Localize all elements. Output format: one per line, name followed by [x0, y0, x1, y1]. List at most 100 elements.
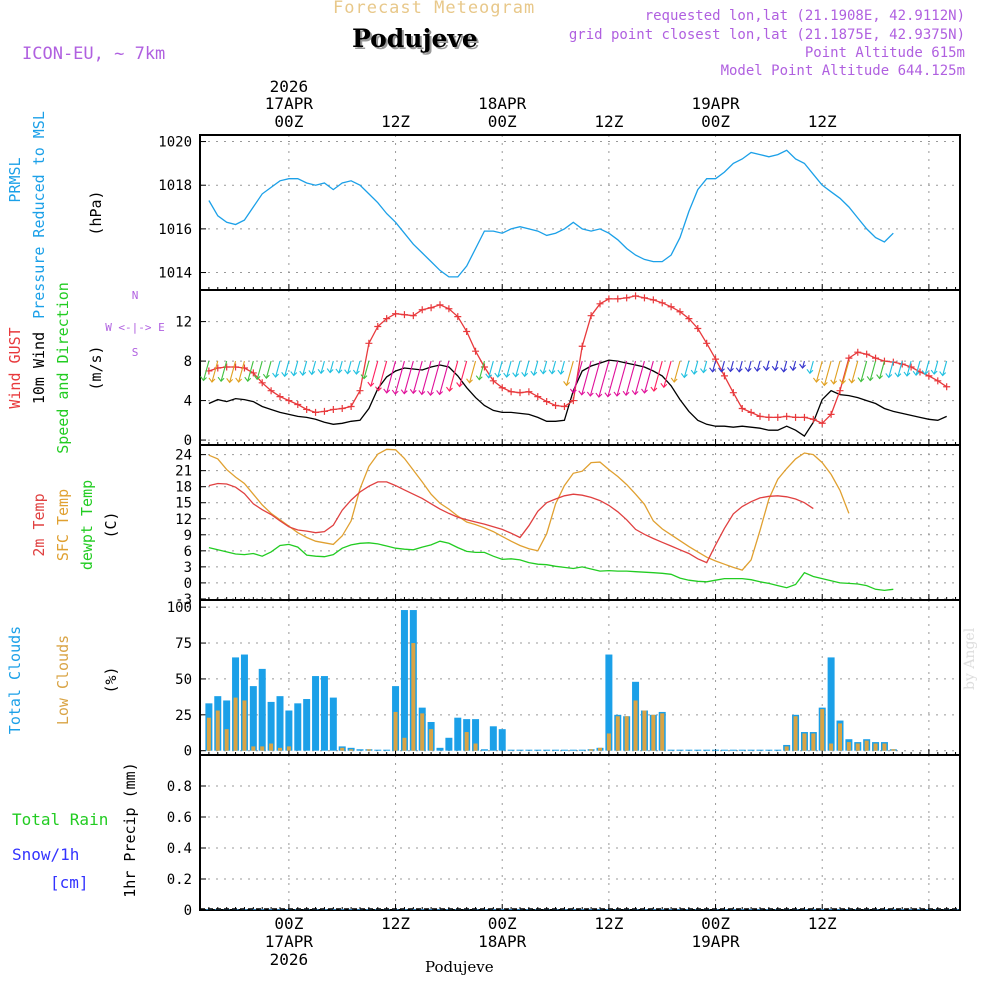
- legend-snow-unit: [cm]: [50, 873, 89, 892]
- wind-arrowhead: [578, 390, 586, 396]
- wind-arrow: [833, 360, 841, 385]
- wind-arrow: [774, 360, 779, 371]
- total-cloud-bar: [738, 749, 746, 751]
- y-tick-label: 25: [175, 708, 192, 724]
- snow-bar: [579, 909, 586, 910]
- gust-marker: [774, 413, 782, 421]
- wind-arrowhead: [848, 378, 856, 384]
- wind-arrowhead: [762, 365, 770, 372]
- low-cloud-bar: [811, 733, 816, 751]
- wind-arrowhead: [281, 371, 289, 378]
- top-time-label: 12Z: [381, 112, 410, 131]
- gust-marker: [232, 363, 240, 371]
- y-tick-label: 0: [184, 576, 192, 592]
- gust-marker: [756, 412, 764, 420]
- low-cloud-bar: [278, 747, 282, 751]
- top-time-label: 00Z: [701, 112, 730, 131]
- wind-arrow: [394, 360, 405, 395]
- clouds-ylabel-total: Total Clouds: [6, 626, 24, 734]
- low-cloud-bar: [429, 729, 434, 751]
- y-tick-label: 0: [184, 903, 192, 919]
- footer-location: Podujeve: [425, 958, 494, 976]
- wind-arrowhead: [727, 367, 734, 373]
- wind-arrowhead: [939, 371, 947, 377]
- total-cloud-bar: [578, 749, 586, 751]
- snow-bar: [748, 909, 755, 910]
- gust-marker: [818, 419, 826, 427]
- total-cloud-bar: [383, 749, 391, 751]
- temp-ylabel-2m: 2m Temp: [30, 493, 48, 556]
- snow-bar: [428, 909, 435, 910]
- low-cloud-bar: [606, 733, 611, 751]
- total-cloud-bar: [827, 657, 835, 751]
- wind-arrowhead: [475, 375, 483, 381]
- gust-marker: [632, 292, 640, 300]
- wind-arrowhead: [613, 391, 621, 397]
- total-cloud-bar: [303, 699, 311, 751]
- total-cloud-bar: [276, 696, 284, 751]
- wind-arrow: [320, 360, 325, 374]
- wind-arrow: [879, 360, 885, 379]
- wind-arrow: [439, 360, 450, 395]
- top-time-label: 00Z: [274, 112, 303, 131]
- low-cloud-bar: [829, 743, 834, 751]
- wind-arrow: [581, 360, 592, 395]
- y-tick-label: 8: [184, 354, 192, 370]
- wind-arrowhead: [876, 374, 883, 380]
- snow-bar: [490, 909, 497, 910]
- surface-temp-line: [208, 448, 850, 571]
- gust-marker: [454, 313, 462, 321]
- gust-marker: [943, 383, 951, 391]
- total-cloud-bar: [329, 697, 337, 751]
- wind-arrow: [756, 360, 761, 372]
- wind-arrow: [607, 360, 619, 397]
- gust-marker: [312, 408, 320, 416]
- wind-speed-line: [208, 359, 947, 438]
- low-cloud-bar: [864, 740, 869, 751]
- wind-arrow: [524, 360, 530, 377]
- wind-arrowhead: [317, 368, 325, 375]
- wind-arrow: [459, 360, 468, 387]
- snow-bar: [908, 909, 915, 910]
- wind-arrowhead: [262, 373, 270, 380]
- gust-marker: [596, 300, 604, 308]
- wind-arrowhead: [494, 372, 502, 378]
- gust-marker: [525, 388, 533, 396]
- gust-marker: [934, 377, 942, 385]
- pressure-panel-frame: [199, 134, 961, 291]
- wind-arrowhead: [427, 390, 434, 397]
- snow-bar: [259, 909, 266, 910]
- y-tick-label: 6: [184, 544, 192, 560]
- wind-ylabel-unit: (m/s): [87, 345, 105, 390]
- wind-ylabel-gust: Wind GUST: [6, 327, 24, 408]
- low-cloud-bar: [411, 643, 416, 751]
- wind-arrowhead: [391, 389, 399, 395]
- gust-marker: [685, 315, 693, 323]
- y-tick-label: 1014: [158, 266, 192, 282]
- wind-arrowhead: [512, 372, 520, 378]
- wind-arrowhead: [539, 369, 547, 375]
- low-cloud-bar: [206, 717, 211, 751]
- pressure-ylabel-2: Pressure Reduced to MSL: [30, 111, 48, 319]
- wind-arrow: [566, 360, 574, 386]
- gust-marker: [320, 407, 328, 415]
- pressure-ylabel-unit: (hPa): [87, 190, 105, 235]
- gust-marker: [729, 389, 737, 397]
- y-tick-label: 100: [167, 600, 192, 616]
- wind-arrow: [497, 360, 503, 378]
- total-cloud-bar: [312, 676, 320, 751]
- gust-marker: [223, 363, 231, 371]
- top-time-label: 19APR: [691, 94, 740, 113]
- total-cloud-bar: [454, 717, 462, 751]
- y-tick-label: 15: [175, 496, 192, 512]
- gust-marker: [498, 384, 506, 392]
- low-cloud-bar: [340, 747, 345, 751]
- gust-marker: [605, 295, 613, 303]
- wind-arrow: [572, 360, 583, 394]
- wind-arrow: [616, 360, 628, 397]
- pressure-line: [208, 149, 894, 278]
- wind-arrow: [347, 360, 352, 374]
- wind-arrowhead: [563, 381, 570, 387]
- requested-coords: requested lon,lat (21.1908E, 42.9112N): [644, 8, 965, 24]
- wind-arrowhead: [903, 371, 911, 377]
